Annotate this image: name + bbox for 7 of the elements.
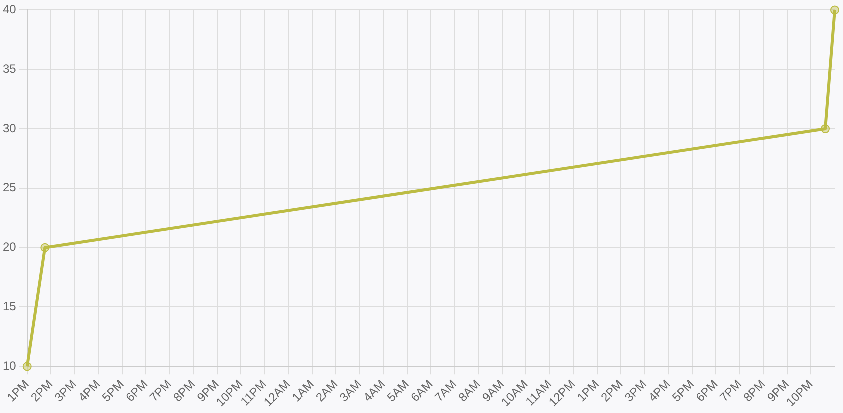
y-tick-label: 20 bbox=[2, 240, 17, 254]
y-tick-label: 30 bbox=[2, 121, 17, 136]
y-tick-label: 10 bbox=[2, 358, 17, 373]
y-tick-label: 40 bbox=[2, 2, 17, 17]
y-tick-label: 25 bbox=[2, 180, 17, 195]
y-tick-label: 35 bbox=[2, 62, 17, 76]
y-tick-label: 15 bbox=[2, 300, 17, 314]
